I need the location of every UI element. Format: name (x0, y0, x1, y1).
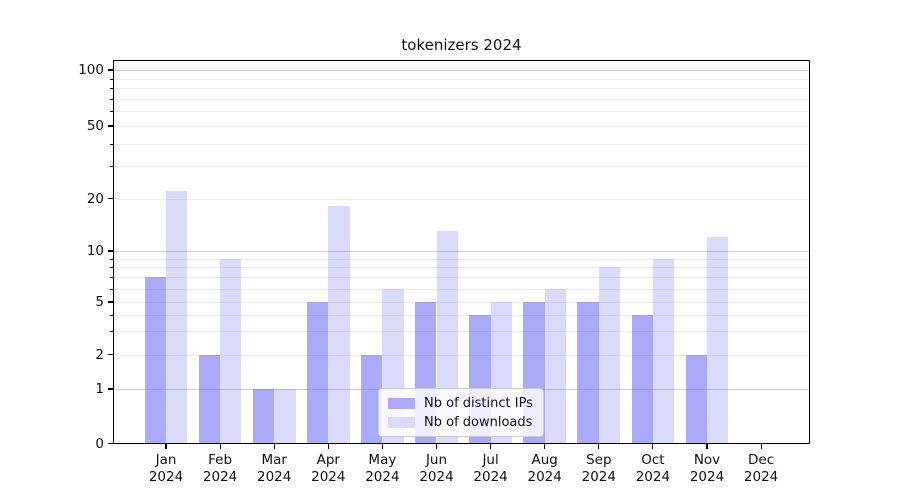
x-tick-nov (706, 443, 708, 449)
y-tick-label-20: 20 (86, 190, 104, 207)
y-tick-5 (108, 301, 113, 303)
gridline-minor-70 (113, 98, 810, 100)
gridline-minor-6 (113, 288, 810, 290)
x-tick-label-may: May 2024 (365, 452, 400, 485)
y-minortick-9 (110, 258, 113, 260)
bar-distinct-ips-feb (198, 354, 221, 444)
gridline-minor-9 (113, 258, 810, 260)
legend-swatch-downloads-icon (388, 416, 415, 428)
bar-distinct-ips-may (361, 354, 383, 444)
y-tick-50 (108, 125, 113, 127)
gridline-major-10 (113, 251, 810, 252)
y-tick-1 (108, 388, 113, 390)
gridline-minor-4 (113, 314, 810, 316)
y-minortick-80 (110, 88, 113, 90)
bar-downloads-feb (220, 258, 242, 444)
bar-distinct-ips-apr (306, 302, 329, 444)
y-tick-label-2: 2 (95, 346, 104, 363)
y-minortick-70 (110, 98, 113, 100)
gridline-minor-90 (113, 78, 810, 80)
bar-distinct-ips-mar (252, 389, 275, 444)
x-tick-apr (327, 443, 329, 449)
x-tick-label-dec: Dec 2024 (743, 452, 779, 485)
y-tick-label-10: 10 (86, 243, 104, 259)
gridline-minor-2 (113, 354, 810, 356)
legend: Nb of distinct IPs Nb of downloads (378, 388, 544, 437)
bar-distinct-ips-sep (577, 302, 599, 444)
y-tick-label-5: 5 (95, 294, 104, 310)
y-tick-2 (108, 353, 113, 356)
y-minortick-4 (110, 314, 113, 316)
y-minortick-3 (110, 331, 113, 333)
y-tick-label-1: 1 (95, 381, 104, 397)
y-tick-100 (108, 69, 113, 71)
x-tick-may (381, 443, 383, 449)
bar-downloads-aug (544, 288, 567, 444)
x-tick-label-jul: Jul 2024 (473, 452, 508, 485)
x-tick-label-nov: Nov 2024 (689, 452, 725, 485)
gridline-minor-3 (113, 331, 810, 333)
legend-swatch-distinct-ips-icon (388, 397, 415, 409)
y-minortick-60 (110, 111, 113, 113)
chart-title: tokenizers 2024 (401, 36, 522, 54)
x-tick-mar (273, 443, 275, 449)
y-minortick-40 (110, 143, 113, 145)
legend-item-distinct-ips: Nb of distinct IPs (388, 396, 534, 411)
x-tick-label-feb: Feb 2024 (202, 452, 238, 485)
y-tick-label-100: 100 (78, 62, 104, 78)
x-tick-aug (544, 443, 546, 449)
bar-distinct-ips-oct (631, 314, 653, 444)
x-tick-dec (760, 443, 762, 449)
x-tick-label-jan: Jan 2024 (148, 452, 184, 485)
legend-item-downloads: Nb of downloads (388, 415, 534, 430)
gridline-minor-40 (113, 143, 810, 145)
gridline-minor-60 (113, 111, 810, 113)
y-tick-0 (108, 442, 113, 445)
bar-downloads-oct (652, 258, 675, 444)
gridline-minor-7 (113, 277, 810, 279)
gridline-minor-20 (113, 198, 810, 200)
x-tick-feb (219, 443, 221, 449)
x-tick-label-jun: Jun 2024 (419, 452, 454, 485)
x-tick-jan (165, 443, 167, 449)
bar-downloads-nov (707, 237, 729, 444)
x-tick-label-aug: Aug 2024 (527, 452, 562, 485)
gridline-minor-30 (113, 166, 810, 168)
y-tick-20 (108, 197, 113, 200)
legend-label-distinct-ips: Nb of distinct IPs (424, 395, 533, 411)
x-tick-label-sep: Sep 2024 (581, 452, 616, 485)
bar-downloads-jan (166, 190, 188, 444)
bar-downloads-sep (598, 267, 621, 444)
y-minortick-6 (110, 288, 113, 290)
y-minortick-7 (110, 277, 113, 279)
gridline-minor-80 (113, 88, 810, 90)
x-tick-label-apr: Apr 2024 (311, 452, 346, 485)
bar-downloads-apr (328, 206, 350, 444)
x-tick-label-mar: Mar 2024 (257, 452, 292, 485)
bar-distinct-ips-jan (144, 277, 166, 444)
y-tick-label-50: 50 (86, 118, 104, 134)
x-tick-oct (652, 443, 654, 449)
y-minortick-90 (110, 78, 113, 80)
y-tick-10 (108, 250, 113, 252)
bar-distinct-ips-nov (685, 354, 707, 444)
gridline-minor-50 (113, 126, 810, 127)
gridline-minor-8 (113, 267, 810, 269)
x-tick-sep (598, 443, 600, 449)
gridline-minor-5 (113, 302, 810, 303)
x-tick-label-oct: Oct 2024 (635, 452, 671, 485)
y-tick-label-0: 0 (95, 435, 104, 452)
bar-downloads-mar (274, 389, 296, 444)
x-tick-jul (490, 443, 492, 449)
legend-label-downloads: Nb of downloads (424, 414, 533, 430)
y-minortick-30 (110, 166, 113, 168)
y-minortick-8 (110, 267, 113, 269)
gridline-major-100 (113, 70, 810, 71)
x-tick-jun (435, 443, 438, 449)
